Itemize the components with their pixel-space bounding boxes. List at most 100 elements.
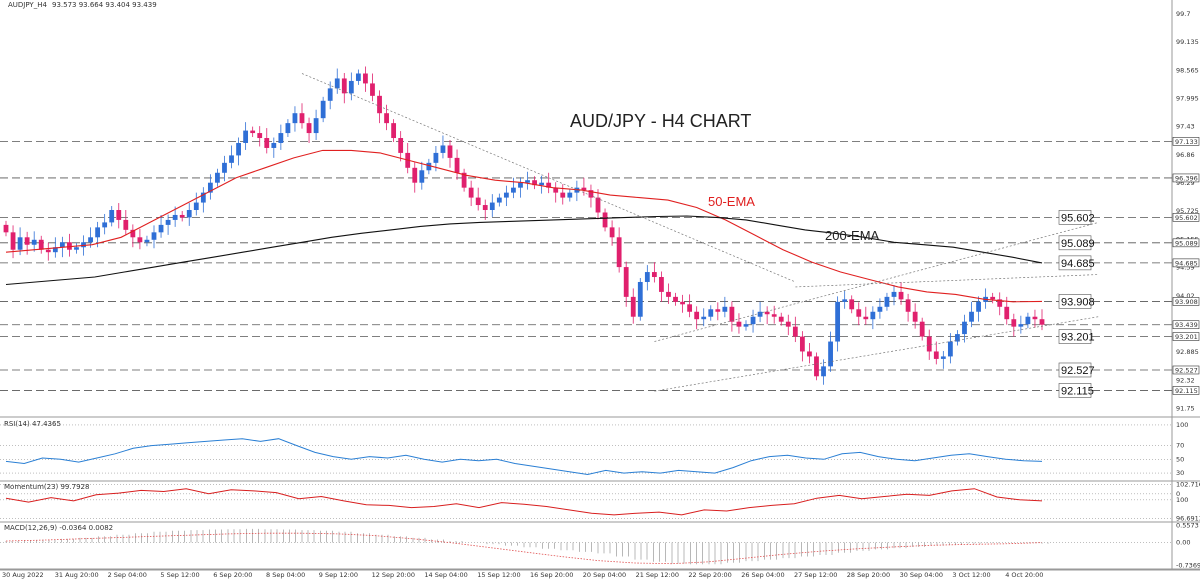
candle-body — [489, 202, 495, 210]
candle-body — [447, 145, 453, 158]
candle-body — [602, 212, 608, 228]
candle-body — [630, 296, 636, 317]
candle-body — [95, 227, 101, 238]
time-tick-label: 14 Sep 04:00 — [424, 571, 467, 579]
level-tag-label: 93.201 — [1175, 333, 1198, 341]
candle-body — [933, 351, 939, 359]
trendline — [654, 222, 1099, 342]
level-tag — [1172, 173, 1200, 183]
candle-body — [807, 351, 812, 357]
candle-body — [193, 202, 199, 210]
candle-body — [567, 192, 573, 198]
candle-body — [306, 123, 312, 134]
candle-body — [736, 321, 742, 327]
annotation-box — [1058, 362, 1092, 378]
candle-body — [1004, 306, 1010, 320]
candle-body — [694, 311, 700, 320]
annotation-label: 94.685 — [1061, 258, 1095, 270]
candle-body — [426, 162, 432, 171]
candle-body — [151, 232, 157, 240]
candle-body — [236, 142, 241, 156]
candle-body — [1018, 324, 1024, 327]
candle-body — [468, 187, 474, 198]
time-tick-label: 21 Sep 12:00 — [636, 571, 679, 579]
candle-body — [673, 296, 678, 302]
annotation-box — [1058, 210, 1092, 225]
level-tag-label: 93.908 — [1175, 298, 1198, 306]
price-tick-label: 95.725 — [1176, 207, 1199, 215]
candle-body — [243, 130, 249, 143]
candle-body — [1032, 316, 1038, 320]
price-tick-label: 91.75 — [1176, 405, 1195, 413]
time-tick-label: 5 Sep 12:00 — [160, 571, 199, 579]
candle-body — [835, 301, 841, 342]
candle-body — [849, 299, 855, 310]
candle-body — [299, 113, 305, 124]
candle-body — [454, 157, 460, 173]
candle-body — [1025, 316, 1031, 325]
level-tag — [1172, 332, 1200, 341]
candle-body — [1039, 319, 1045, 325]
candle-body — [553, 187, 559, 193]
level-tag-label: 95.602 — [1175, 214, 1198, 222]
candle-body — [200, 192, 206, 203]
candle-body — [341, 78, 347, 94]
candle-body — [891, 291, 897, 297]
momentum-title: Momentum(23) 99.7928 — [4, 483, 89, 491]
candle-body — [955, 334, 960, 342]
candle-body — [419, 170, 425, 183]
sub-tick-label: 100 — [1176, 496, 1188, 504]
candle-body — [10, 232, 16, 250]
momentum-line — [5, 488, 1043, 516]
level-tag-label: 96.396 — [1175, 174, 1198, 182]
annotation-label: 95.602 — [1061, 212, 1095, 224]
candle-body — [799, 336, 805, 352]
candle-body — [179, 214, 185, 218]
candle-body — [327, 88, 333, 101]
annotation-box — [1058, 383, 1092, 398]
level-tag — [1172, 365, 1200, 375]
candle-body — [644, 272, 650, 282]
level-tag-label: 94.685 — [1175, 259, 1198, 267]
time-tick-label: 8 Sep 04:00 — [266, 571, 305, 579]
time-tick-label: 12 Sep 20:00 — [372, 571, 415, 579]
annotation-box — [1058, 235, 1092, 251]
price-tick-label: 97.995 — [1176, 95, 1199, 103]
trendline — [654, 316, 1099, 392]
ema50-line — [5, 149, 1043, 303]
candle-body — [313, 118, 319, 134]
candle-body — [842, 299, 848, 302]
candle-body — [475, 197, 481, 206]
candle-body — [715, 309, 721, 312]
candle-body — [207, 182, 213, 193]
candle-body — [186, 210, 192, 218]
candle-body — [990, 296, 996, 300]
candle-body — [38, 239, 44, 250]
price-tick-label: 92.32 — [1176, 376, 1195, 384]
level-tag — [1172, 213, 1200, 222]
level-tag-label: 95.089 — [1175, 239, 1198, 247]
time-tick-label: 28 Sep 20:00 — [847, 571, 890, 579]
level-tag — [1172, 297, 1200, 306]
candle-body — [123, 219, 129, 230]
candle-body — [348, 80, 354, 94]
candle-body — [292, 113, 298, 124]
candle-body — [609, 227, 615, 238]
price-tick-label: 94.02 — [1176, 292, 1195, 300]
trendline — [795, 274, 1099, 288]
candle-body — [511, 187, 516, 193]
candle-body — [158, 224, 164, 233]
sub-tick-label: 102.716 — [1176, 481, 1200, 489]
rsi-title: RSI(14) 47.4365 — [4, 420, 61, 428]
candle-body — [31, 239, 37, 245]
candle-body — [940, 356, 946, 359]
candle-body — [785, 321, 791, 327]
candle-body — [271, 142, 277, 148]
candle-body — [821, 366, 826, 377]
candle-body — [59, 242, 65, 248]
candle-body — [595, 197, 601, 213]
candle-body — [88, 237, 93, 243]
candle-body — [856, 309, 862, 317]
trendline — [301, 73, 796, 283]
